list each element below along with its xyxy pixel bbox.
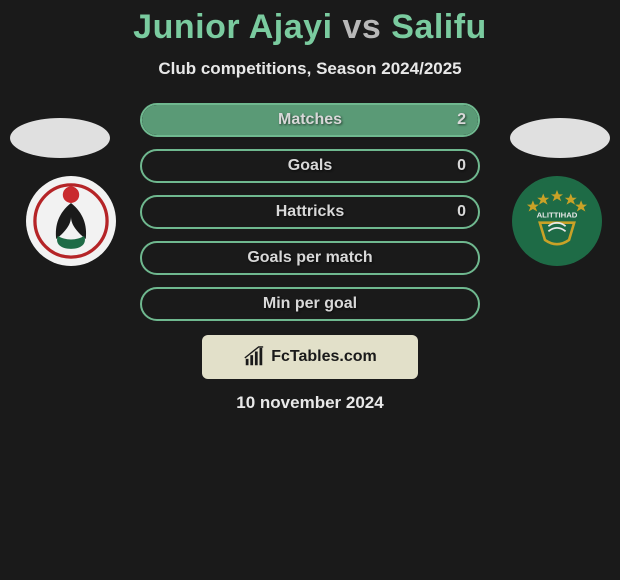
stat-label: Goals — [288, 157, 332, 175]
stat-bar: Matches 2 — [140, 103, 480, 137]
stat-bar: Goals 0 — [140, 149, 480, 183]
player2-portrait — [510, 118, 610, 158]
svg-text:ALITTIHAD: ALITTIHAD — [537, 211, 578, 220]
stat-bar: Min per goal — [140, 287, 480, 321]
title-vs: vs — [333, 8, 392, 46]
watermark: FcTables.com — [202, 335, 418, 379]
title-player2: Salifu — [391, 8, 487, 46]
subtitle: Club competitions, Season 2024/2025 — [0, 59, 620, 79]
player1-club-badge — [26, 176, 116, 266]
stat-label: Hattricks — [276, 203, 344, 221]
player2-club-badge: ALITTIHAD — [512, 176, 602, 266]
title-player1: Junior Ajayi — [133, 8, 332, 46]
date-label: 10 november 2024 — [0, 393, 620, 413]
stat-right-value: 0 — [457, 203, 466, 221]
stat-label: Goals per match — [247, 249, 372, 267]
stat-label: Min per goal — [263, 295, 357, 313]
watermark-text: FcTables.com — [271, 348, 377, 366]
page-title: Junior Ajayi vs Salifu — [0, 8, 620, 47]
stat-right-value: 2 — [457, 111, 466, 129]
club-badge-left-icon — [30, 180, 112, 262]
stat-label: Matches — [278, 111, 342, 129]
stat-bar: Goals per match — [140, 241, 480, 275]
chart-icon — [243, 346, 265, 368]
player1-portrait — [10, 118, 110, 158]
stat-right-value: 0 — [457, 157, 466, 175]
stat-bar: Hattricks 0 — [140, 195, 480, 229]
club-badge-right-icon: ALITTIHAD — [514, 178, 600, 264]
